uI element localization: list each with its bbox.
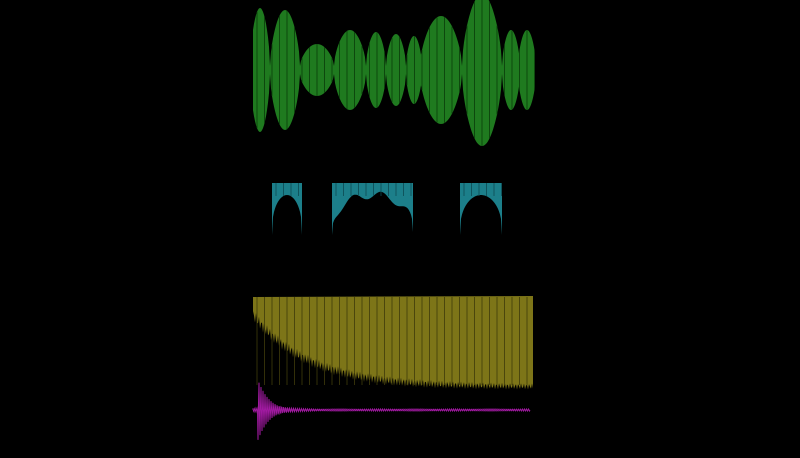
- olive-stripes: [256, 297, 528, 385]
- green-waveform: [253, 0, 535, 146]
- olive-waveform: [253, 296, 533, 390]
- green-stripes: [256, 0, 535, 146]
- purple-waveform: [252, 382, 531, 440]
- teal-stripes: [275, 183, 502, 196]
